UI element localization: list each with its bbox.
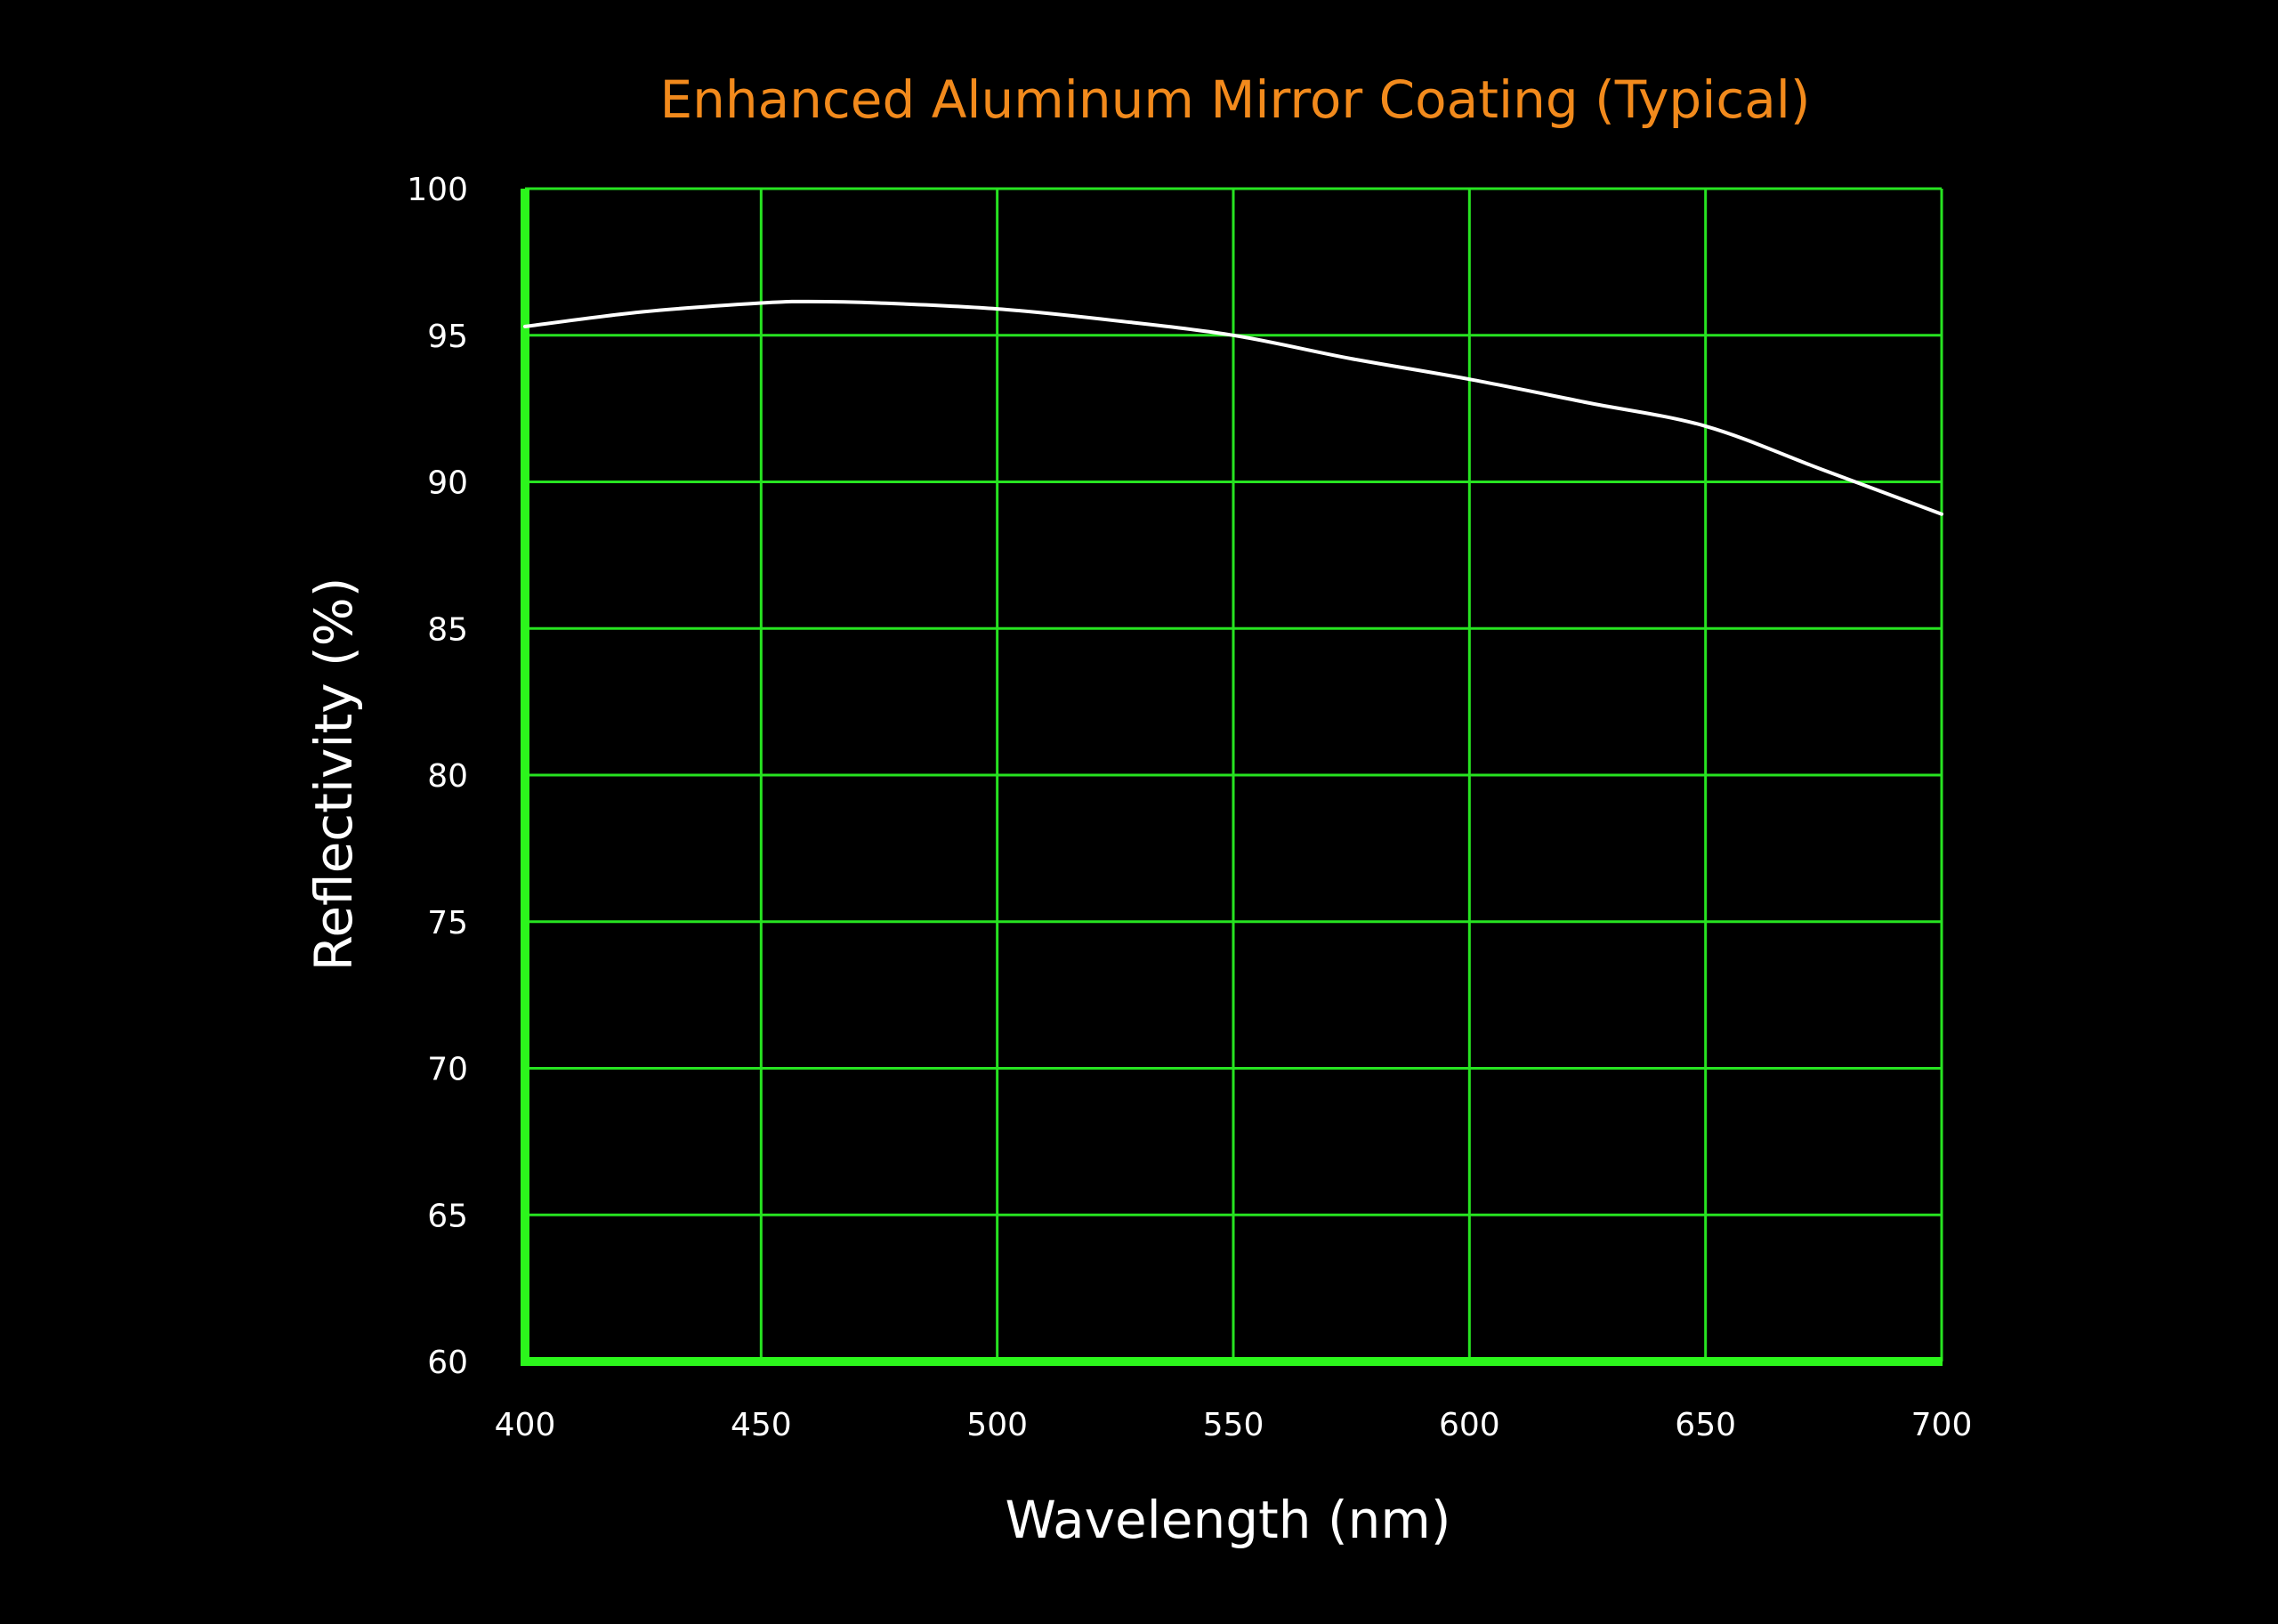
x-axis-ticks: 400 450 500 550 600 650 700 bbox=[495, 1407, 1973, 1443]
reflectivity-series-line bbox=[523, 299, 1943, 516]
x-tick-label-700: 700 bbox=[1911, 1407, 1973, 1443]
y-axis-ticks: 60 65 70 75 80 85 90 95 100 bbox=[407, 172, 468, 1381]
grid bbox=[525, 187, 1943, 1361]
y-tick-label-90: 90 bbox=[427, 465, 468, 502]
x-axis-title: Wavelength (nm) bbox=[1005, 1490, 1450, 1550]
y-axis-title: Reflectivity (%) bbox=[303, 578, 364, 972]
x-tick-label-500: 500 bbox=[966, 1407, 1028, 1443]
y-tick-label-80: 80 bbox=[427, 758, 468, 795]
series-layer bbox=[523, 299, 1943, 516]
y-tick-label-65: 65 bbox=[427, 1198, 468, 1234]
y-tick-label-100: 100 bbox=[407, 172, 468, 208]
y-tick-label-60: 60 bbox=[427, 1345, 468, 1381]
x-tick-label-400: 400 bbox=[495, 1407, 556, 1443]
x-tick-label-650: 650 bbox=[1675, 1407, 1736, 1443]
x-tick-label-550: 550 bbox=[1203, 1407, 1264, 1443]
x-tick-label-600: 600 bbox=[1439, 1407, 1500, 1443]
x-tick-label-450: 450 bbox=[731, 1407, 792, 1443]
y-tick-label-70: 70 bbox=[427, 1052, 468, 1088]
y-tick-label-95: 95 bbox=[427, 319, 468, 355]
chart-title: Enhanced Aluminum Mirror Coating (Typica… bbox=[659, 69, 1810, 130]
y-tick-label-75: 75 bbox=[427, 905, 468, 941]
y-tick-label-85: 85 bbox=[427, 611, 468, 648]
axes bbox=[521, 189, 1943, 1366]
